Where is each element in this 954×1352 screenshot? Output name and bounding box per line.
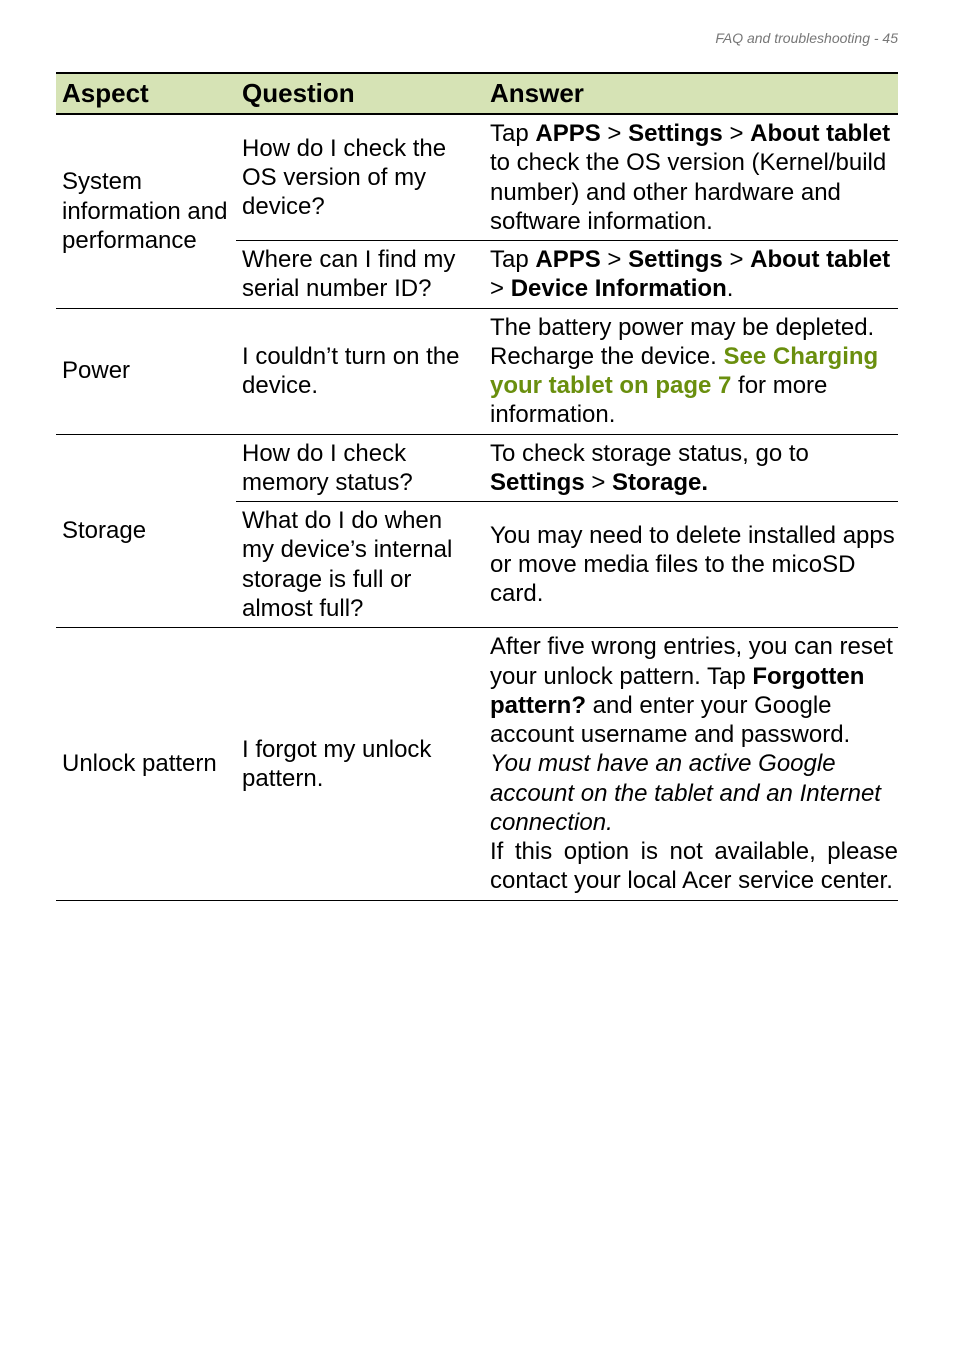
bold-text: APPS: [535, 246, 600, 273]
bold-text: Settings: [628, 120, 723, 147]
aspect-cell: System information and performance: [56, 114, 236, 308]
text: to check the OS version (Kernel/build nu…: [490, 149, 886, 235]
answer-cell: Tap APPS > Settings > About tablet > Dev…: [484, 241, 898, 309]
bold-text: Storage.: [612, 469, 708, 496]
bold-text: Settings: [490, 469, 585, 496]
italic-text: You must have an active Google account o…: [490, 750, 881, 836]
bold-text: Settings: [628, 246, 723, 273]
text: >: [601, 120, 628, 147]
table-row: Unlock pattern I forgot my unlock patter…: [56, 628, 898, 900]
answer-cell: After five wrong entries, you can reset …: [484, 628, 898, 900]
answer-cell: Tap APPS > Settings > About tablet to ch…: [484, 114, 898, 241]
aspect-cell: Storage: [56, 434, 236, 628]
answer-cell: You may need to delete installed apps or…: [484, 502, 898, 628]
table-row: Storage How do I check memory status? To…: [56, 434, 898, 502]
page-header: FAQ and troubleshooting - 45: [56, 30, 898, 46]
text: To check storage status, go to: [490, 440, 809, 467]
question-cell: Where can I find my serial number ID?: [236, 241, 484, 309]
question-cell: I forgot my unlock pattern.: [236, 628, 484, 900]
paragraph: If this option is not available, please …: [490, 837, 898, 896]
paragraph: After five wrong entries, you can reset …: [490, 632, 898, 749]
col-aspect: Aspect: [56, 73, 236, 114]
text: >: [490, 275, 511, 302]
col-question: Question: [236, 73, 484, 114]
question-cell: I couldn’t turn on the device.: [236, 308, 484, 434]
question-cell: How do I check memory status?: [236, 434, 484, 502]
text: Tap: [490, 120, 535, 147]
text: Tap: [490, 246, 535, 273]
col-answer: Answer: [484, 73, 898, 114]
table-row: Power I couldn’t turn on the device. The…: [56, 308, 898, 434]
aspect-cell: Power: [56, 308, 236, 434]
bold-text: Device Information: [511, 275, 727, 302]
question-cell: What do I do when my device’s internal s…: [236, 502, 484, 628]
bold-text: About tablet: [750, 120, 890, 147]
bold-text: About tablet: [750, 246, 890, 273]
paragraph: You must have an active Google account o…: [490, 749, 898, 837]
table-row: System information and performance How d…: [56, 114, 898, 241]
answer-cell: To check storage status, go to Settings …: [484, 434, 898, 502]
faq-table: Aspect Question Answer System informatio…: [56, 72, 898, 901]
text: >: [585, 469, 612, 496]
text: >: [601, 246, 628, 273]
aspect-cell: Unlock pattern: [56, 628, 236, 900]
answer-cell: The battery power may be depleted. Recha…: [484, 308, 898, 434]
text: .: [727, 275, 734, 302]
text: >: [723, 246, 750, 273]
table-header-row: Aspect Question Answer: [56, 73, 898, 114]
bold-text: APPS: [535, 120, 600, 147]
question-cell: How do I check the OS version of my devi…: [236, 114, 484, 241]
text: >: [723, 120, 750, 147]
